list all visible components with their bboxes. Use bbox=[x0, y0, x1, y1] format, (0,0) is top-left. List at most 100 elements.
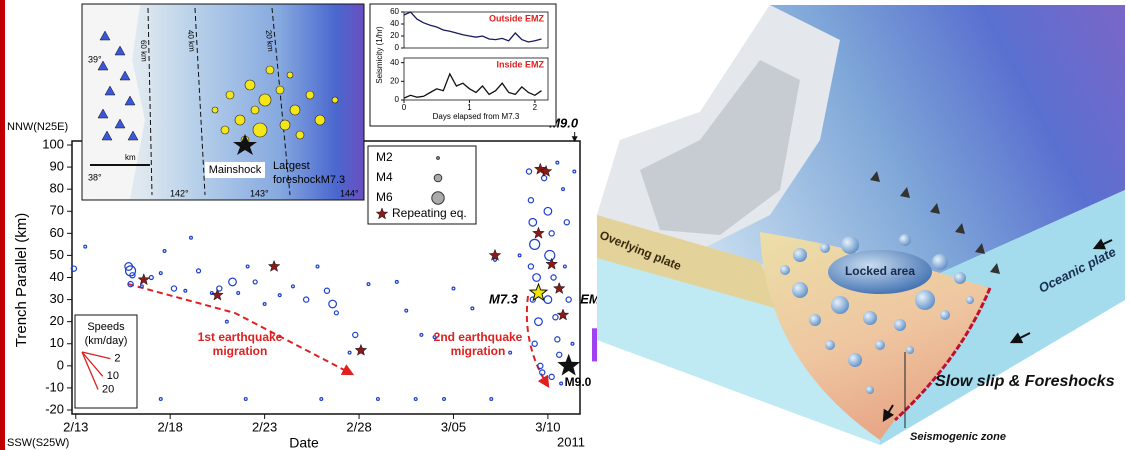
y-tick-label: 20 bbox=[50, 313, 64, 328]
y-bottom-label: SSW(S25W) bbox=[7, 437, 69, 449]
earthquake bbox=[419, 332, 424, 337]
y-tick-label: 20 bbox=[390, 76, 399, 85]
earthquake bbox=[528, 217, 538, 227]
locked-label: Locked area bbox=[845, 264, 915, 278]
earthquake bbox=[236, 290, 241, 295]
earthquake bbox=[508, 350, 513, 355]
migration-label: migration bbox=[213, 344, 268, 358]
seismicity-line bbox=[403, 11, 542, 43]
earthquake bbox=[517, 253, 522, 258]
earthquake bbox=[565, 296, 572, 303]
speed-label: 20 bbox=[102, 383, 114, 395]
earthquake bbox=[432, 335, 437, 340]
legend-star bbox=[375, 207, 389, 220]
earthquake bbox=[243, 396, 248, 401]
plate-arrow bbox=[1092, 238, 1113, 250]
y-top-label: NNW(N25E) bbox=[7, 121, 68, 133]
earthquake bbox=[570, 341, 575, 346]
overlying-plate bbox=[597, 215, 782, 310]
map-inset: km 39° 38° 142° 143° 144° 60 km 40 km 20… bbox=[81, 3, 365, 201]
earthquake bbox=[83, 244, 88, 249]
earthquake bbox=[562, 264, 567, 269]
earthquake bbox=[539, 369, 546, 376]
speeds-box bbox=[74, 314, 138, 409]
earthquake bbox=[527, 263, 535, 270]
earthquake bbox=[559, 381, 564, 386]
speed-label: 10 bbox=[107, 370, 119, 382]
repeating-eq bbox=[533, 162, 547, 175]
earthquake bbox=[532, 273, 541, 282]
repeating-eq bbox=[532, 226, 545, 239]
x-tick-label: 1 bbox=[467, 103, 472, 112]
lat-label: 39° bbox=[88, 54, 102, 64]
earthquake bbox=[548, 230, 555, 237]
earthquake bbox=[543, 295, 553, 304]
earthquake bbox=[290, 284, 295, 289]
mainshock-label: M9.0 bbox=[565, 375, 592, 389]
earthquake bbox=[245, 264, 250, 269]
side-face bbox=[880, 190, 1125, 445]
bubbles bbox=[780, 234, 974, 394]
earthquake bbox=[277, 293, 282, 298]
lon-label: 144° bbox=[340, 188, 359, 198]
earthquake bbox=[529, 238, 541, 250]
earthquake bbox=[543, 206, 553, 216]
y-tick-label: 40 bbox=[50, 269, 64, 284]
earthquake bbox=[572, 169, 577, 174]
migration-label: 2nd earthquake bbox=[434, 330, 523, 344]
earthquake bbox=[315, 264, 320, 269]
depth-contour bbox=[271, 7, 291, 196]
scale-label: km bbox=[125, 153, 136, 162]
x-tick-label: 2/28 bbox=[346, 419, 371, 434]
earthquake bbox=[333, 310, 339, 316]
y-tick-label: -10 bbox=[45, 379, 64, 394]
earthquake bbox=[170, 285, 178, 292]
y-axis-label: Seismicity (1/hr) bbox=[375, 26, 384, 84]
earthquake bbox=[195, 268, 202, 274]
legend-size bbox=[436, 156, 440, 160]
x-tick-label: 3/05 bbox=[441, 419, 466, 434]
x-axis-label: Days elapsed from M7.3 bbox=[433, 112, 520, 121]
x-tick-label: 2 bbox=[533, 103, 538, 112]
locked-area bbox=[828, 250, 932, 294]
earthquake bbox=[548, 373, 555, 381]
earthquake bbox=[529, 296, 536, 303]
earthquake bbox=[323, 287, 331, 294]
mainshock-star bbox=[233, 134, 257, 155]
repeating-eq bbox=[556, 308, 570, 321]
panel bbox=[403, 11, 549, 49]
earthquake bbox=[442, 396, 447, 401]
y-tick-label: 80 bbox=[50, 181, 64, 196]
earthquake bbox=[252, 279, 258, 285]
repeating-eq bbox=[552, 281, 566, 294]
y-axis-label: Trench Parallel (km) bbox=[13, 213, 30, 347]
plate-arrow bbox=[1009, 332, 1031, 344]
earthquake bbox=[537, 362, 544, 370]
seismogenic-label: Seismogenic zone bbox=[910, 431, 1006, 443]
lon-label: 142° bbox=[170, 188, 189, 198]
legend-label: Repeating eq. bbox=[392, 206, 467, 220]
earthquake bbox=[70, 265, 78, 272]
x-tick-label: 0 bbox=[402, 103, 407, 112]
y-tick-label: 70 bbox=[50, 203, 64, 218]
earthquake bbox=[394, 279, 399, 284]
earthquake bbox=[352, 331, 359, 339]
earthquake bbox=[216, 285, 223, 292]
y-tick-label: 0 bbox=[57, 357, 64, 372]
x-tick-label: 2/13 bbox=[63, 419, 88, 434]
earthquake bbox=[148, 274, 154, 281]
foreshock-label: M7.3 bbox=[489, 291, 519, 306]
x-tick-label: 2/18 bbox=[158, 419, 183, 434]
earthquake bbox=[139, 284, 144, 289]
earthquake bbox=[534, 317, 543, 327]
label-bg bbox=[205, 162, 265, 178]
y-tick-label: 60 bbox=[390, 7, 399, 16]
trench-triangles bbox=[870, 171, 1000, 274]
earthquake bbox=[489, 396, 494, 401]
y-tick-label: 50 bbox=[50, 247, 64, 262]
mainshock-label: Mainshock bbox=[209, 164, 262, 176]
legend-box bbox=[367, 145, 477, 225]
